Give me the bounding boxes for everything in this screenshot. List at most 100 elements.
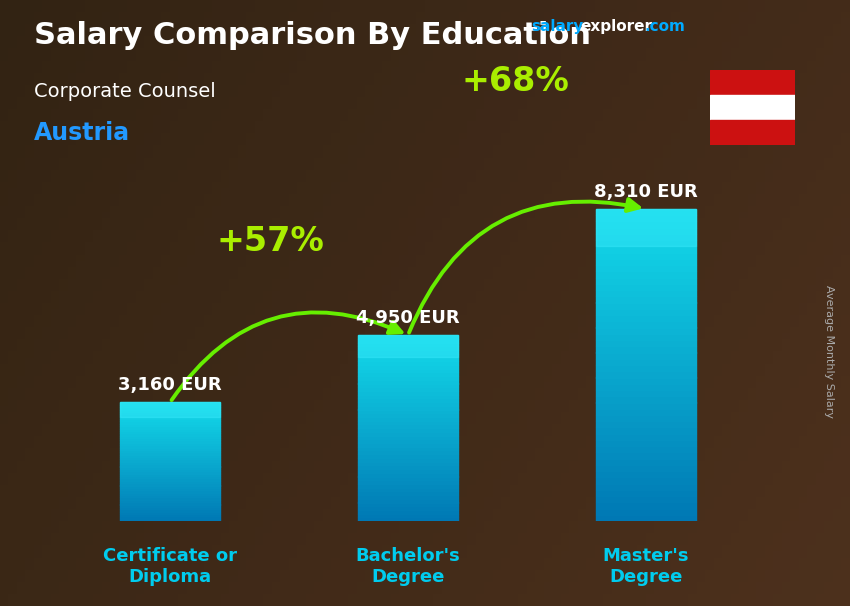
- Bar: [596, 315, 696, 321]
- Bar: [120, 481, 220, 483]
- Bar: [596, 215, 696, 221]
- Bar: [120, 500, 220, 502]
- Bar: [596, 284, 696, 290]
- Bar: [358, 368, 458, 372]
- Bar: [358, 476, 458, 480]
- Bar: [358, 469, 458, 473]
- Bar: [358, 406, 458, 410]
- Bar: [596, 415, 696, 421]
- Bar: [596, 496, 696, 502]
- Bar: [120, 405, 220, 407]
- Bar: [120, 498, 220, 500]
- Bar: [120, 415, 220, 417]
- Bar: [596, 353, 696, 359]
- Bar: [596, 209, 696, 215]
- Bar: [358, 384, 458, 387]
- Bar: [120, 504, 220, 507]
- Bar: [358, 439, 458, 443]
- Bar: [358, 473, 458, 476]
- Bar: [596, 234, 696, 240]
- Bar: [358, 462, 458, 465]
- Bar: [358, 514, 458, 518]
- FancyArrowPatch shape: [172, 312, 401, 400]
- Bar: [120, 488, 220, 490]
- Bar: [120, 462, 220, 464]
- Bar: [358, 502, 458, 506]
- Bar: [358, 402, 458, 406]
- Bar: [358, 395, 458, 398]
- Bar: [358, 447, 458, 450]
- Bar: [120, 428, 220, 431]
- Bar: [596, 296, 696, 302]
- Bar: [120, 433, 220, 436]
- Bar: [358, 450, 458, 454]
- Bar: [120, 436, 220, 438]
- Bar: [596, 421, 696, 427]
- Text: Average Monthly Salary: Average Monthly Salary: [824, 285, 834, 418]
- Bar: [596, 290, 696, 296]
- Text: explorer: explorer: [581, 19, 653, 35]
- FancyArrowPatch shape: [409, 199, 639, 333]
- Bar: [358, 335, 458, 358]
- Bar: [710, 70, 795, 95]
- Bar: [358, 372, 458, 376]
- Bar: [596, 278, 696, 284]
- Text: Bachelor's
Degree: Bachelor's Degree: [355, 547, 461, 586]
- Bar: [120, 490, 220, 493]
- Bar: [120, 445, 220, 448]
- Bar: [358, 491, 458, 495]
- Bar: [358, 428, 458, 432]
- Bar: [596, 240, 696, 247]
- Bar: [596, 271, 696, 278]
- Text: Master's
Degree: Master's Degree: [603, 547, 689, 586]
- Bar: [596, 508, 696, 515]
- Bar: [596, 253, 696, 259]
- Bar: [596, 440, 696, 446]
- Bar: [358, 488, 458, 491]
- Bar: [120, 402, 220, 405]
- Bar: [120, 431, 220, 433]
- Bar: [120, 452, 220, 454]
- Bar: [120, 424, 220, 426]
- Bar: [596, 502, 696, 508]
- Bar: [596, 308, 696, 315]
- Bar: [596, 378, 696, 384]
- Bar: [596, 334, 696, 340]
- Bar: [596, 434, 696, 440]
- Bar: [596, 484, 696, 490]
- Bar: [120, 516, 220, 519]
- Bar: [596, 327, 696, 334]
- Bar: [358, 358, 458, 361]
- Bar: [358, 424, 458, 428]
- Bar: [596, 227, 696, 234]
- Bar: [358, 465, 458, 469]
- Bar: [596, 490, 696, 496]
- Bar: [358, 413, 458, 417]
- Bar: [120, 509, 220, 511]
- Bar: [596, 396, 696, 402]
- Text: Corporate Counsel: Corporate Counsel: [34, 82, 216, 101]
- Bar: [596, 365, 696, 371]
- Bar: [596, 465, 696, 471]
- Bar: [120, 443, 220, 445]
- Bar: [596, 408, 696, 415]
- Bar: [120, 459, 220, 462]
- Bar: [358, 361, 458, 365]
- Bar: [596, 265, 696, 271]
- Bar: [358, 454, 458, 458]
- Bar: [358, 518, 458, 521]
- Bar: [596, 452, 696, 459]
- Bar: [596, 209, 696, 247]
- Bar: [358, 365, 458, 368]
- Bar: [120, 464, 220, 467]
- Bar: [120, 426, 220, 428]
- Bar: [120, 441, 220, 443]
- Bar: [120, 474, 220, 476]
- Bar: [358, 499, 458, 502]
- Bar: [120, 417, 220, 419]
- Bar: [358, 376, 458, 380]
- Bar: [358, 398, 458, 402]
- Bar: [358, 510, 458, 514]
- Bar: [120, 502, 220, 505]
- Bar: [596, 340, 696, 346]
